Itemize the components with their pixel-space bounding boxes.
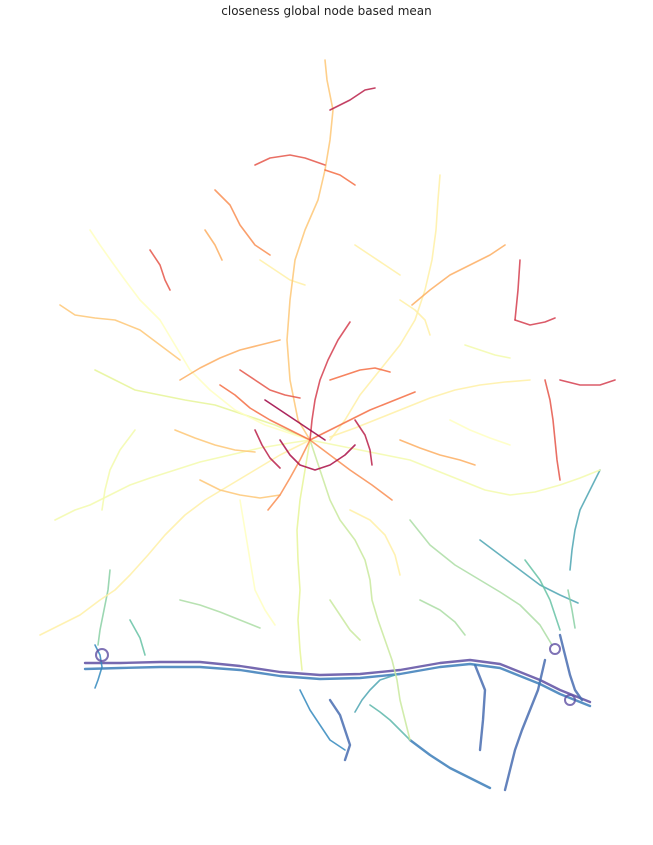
street-edge-48 [254, 429, 281, 469]
street-edge-6 [411, 244, 506, 306]
street-edge-29 [354, 674, 396, 713]
street-edge-27 [83, 658, 592, 704]
street-edge-44 [309, 439, 393, 501]
roundabout-southeast [564, 694, 576, 706]
street-edge-52 [174, 429, 256, 453]
street-edge-64 [354, 244, 401, 276]
street-edge-0 [286, 59, 334, 441]
street-edge-47 [354, 419, 373, 466]
street-edge-36 [558, 633, 584, 702]
street-edge-22 [409, 519, 553, 646]
street-edge-19 [309, 439, 411, 741]
street-edge-46 [279, 439, 356, 471]
roundabout-east [549, 643, 561, 655]
street-edge-51 [399, 439, 476, 466]
street-edge-23 [479, 539, 579, 604]
street-edge-49 [239, 369, 301, 399]
street-edge-38 [97, 569, 111, 646]
street-edge-65 [464, 344, 511, 359]
street-edge-17 [544, 379, 561, 481]
street-edge-31 [328, 698, 352, 762]
chart-title: closeness global node based mean [221, 4, 432, 18]
street-edge-24 [524, 559, 561, 631]
street-edge-37 [94, 644, 103, 689]
street-edge-58 [449, 419, 511, 446]
street-edge-18 [559, 379, 616, 386]
street-edge-7 [514, 259, 521, 321]
street-edge-57 [101, 429, 136, 511]
street-edge-55 [259, 259, 306, 286]
roundabout-west [95, 648, 109, 662]
street-edge-9 [89, 229, 311, 441]
roundabouts [95, 643, 576, 706]
street-edge-28 [83, 662, 592, 708]
street-edge-21 [239, 499, 276, 626]
street-edge-32 [408, 738, 492, 790]
street-edge-40 [219, 384, 311, 441]
street-edge-1 [329, 87, 376, 111]
street-edge-56 [399, 299, 431, 336]
street-edge-30 [369, 704, 411, 741]
street-edge-8 [514, 317, 556, 326]
street-edge-15 [309, 439, 601, 496]
street-edge-25 [567, 589, 576, 629]
street-edge-63 [204, 229, 223, 261]
street-edge-59 [179, 599, 261, 629]
street-edge-12 [94, 369, 306, 439]
street-edge-53 [199, 479, 281, 499]
street-edge-39 [179, 339, 281, 381]
street-edge-54 [349, 509, 401, 576]
street-edge-50 [329, 367, 391, 381]
street-edge-33 [503, 658, 547, 792]
street-edge-4 [214, 189, 271, 256]
street-edge-20 [296, 439, 311, 671]
street-edges [39, 59, 616, 792]
street-edge-35 [473, 663, 487, 752]
street-edge-11 [149, 249, 171, 291]
street-edge-13 [54, 439, 311, 521]
street-edge-16 [329, 379, 531, 438]
street-edge-42 [309, 321, 351, 441]
street-edge-62 [129, 619, 146, 656]
street-edge-61 [419, 599, 466, 636]
street-edge-60 [329, 599, 361, 641]
street-edge-3 [324, 169, 356, 186]
street-edge-10 [59, 304, 181, 361]
street-edge-43 [267, 439, 311, 511]
street-edge-45 [264, 399, 326, 441]
street-edge-5 [329, 174, 441, 441]
street-edge-2 [254, 154, 326, 166]
street-edge-34 [299, 689, 346, 751]
street-edge-26 [569, 469, 601, 571]
street-edge-41 [309, 391, 416, 441]
